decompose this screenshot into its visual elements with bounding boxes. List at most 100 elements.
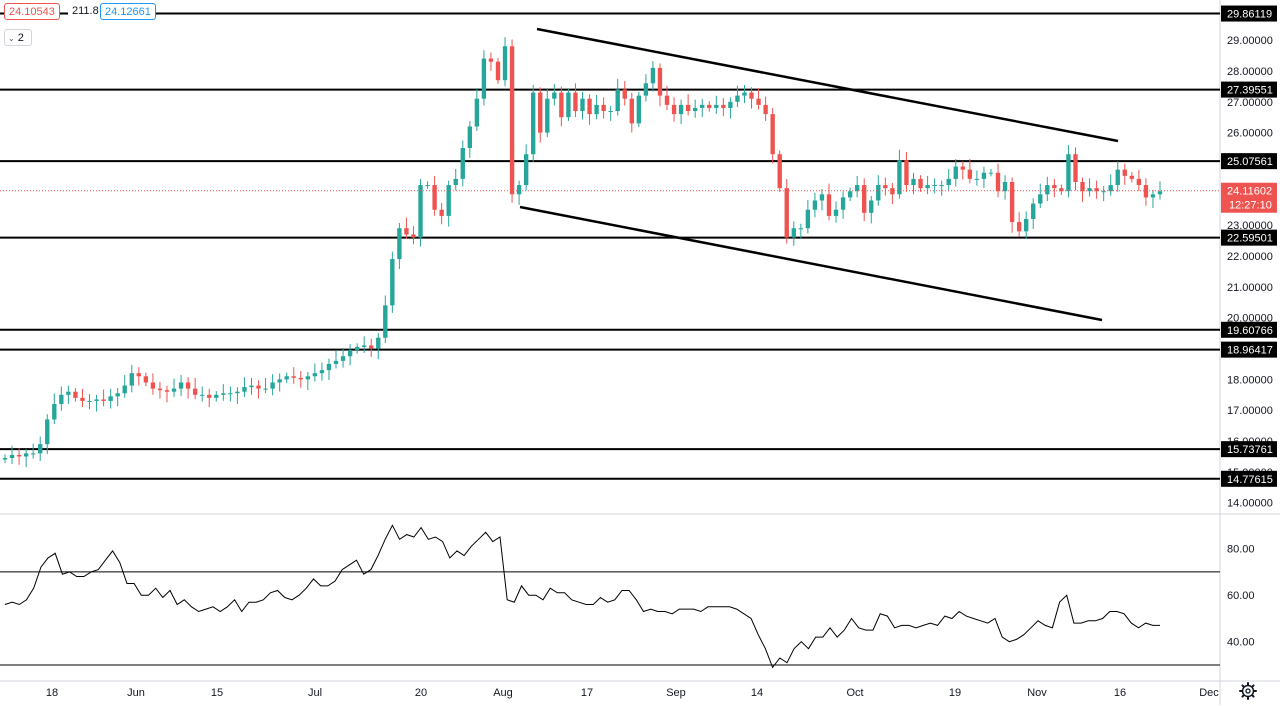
candle-body	[883, 185, 888, 189]
candle-body	[685, 104, 691, 112]
chevron-down-icon: ⌄	[8, 34, 15, 43]
candle-body	[305, 376, 311, 380]
time-tick-label: Sep	[666, 687, 686, 699]
candle-body	[404, 228, 409, 235]
candle-body	[66, 391, 71, 395]
candle-body	[488, 58, 494, 62]
candle-body	[136, 373, 141, 377]
candle-body	[622, 89, 627, 99]
time-tick-label: 20	[415, 687, 427, 699]
candle-body	[812, 200, 818, 210]
candle-body	[467, 126, 473, 149]
candle-body	[636, 95, 642, 124]
candle-body	[946, 178, 951, 186]
candle-body	[580, 98, 585, 112]
candle-body	[235, 391, 240, 394]
candle-body	[178, 382, 184, 389]
candle-body	[474, 98, 480, 127]
candle-body	[164, 390, 170, 392]
candle-body	[418, 185, 423, 238]
candle-body	[221, 393, 226, 395]
candle-body	[904, 160, 909, 186]
legend-toggle-button[interactable]: ⌄ 2	[4, 29, 32, 46]
candle-body	[721, 104, 726, 108]
candle-body	[390, 259, 395, 306]
level-label: 29.86119	[1227, 9, 1272, 21]
lower-trendline[interactable]	[519, 205, 1103, 322]
candle-body	[495, 61, 501, 81]
level-label: 18.96417	[1227, 345, 1273, 357]
candle-body	[122, 385, 127, 394]
candle-body	[974, 178, 980, 180]
price-tick-label: 23.00000	[1227, 220, 1273, 232]
current-price-label-bg	[1221, 182, 1277, 213]
candle-body	[608, 111, 613, 113]
candle-body	[502, 46, 508, 81]
candle-body	[531, 92, 536, 155]
time-axis[interactable]: 18 Jun 15 Jul 20 Aug 17 Sep 14 Oct 19 Nov 16 Dec	[46, 687, 1219, 699]
time-tick-label: Nov	[1027, 687, 1047, 699]
candle-body	[87, 400, 92, 402]
candle-body	[2, 458, 8, 460]
candle-body	[432, 185, 437, 210]
candle-body	[594, 104, 599, 115]
candle-body	[643, 83, 649, 96]
upper-trendline[interactable]	[536, 27, 1119, 143]
candle-body	[263, 388, 268, 390]
horizontal-levels[interactable]	[0, 12, 1220, 480]
candle-body	[256, 385, 261, 389]
candle-body	[509, 46, 515, 195]
price-tick-label: 18.00000	[1227, 374, 1273, 386]
candle-body	[1038, 194, 1043, 204]
level-label: 25.07561	[1227, 156, 1273, 168]
candle-body	[925, 185, 930, 189]
candle-body	[1157, 191, 1163, 195]
candle-body	[80, 397, 85, 401]
candle-body	[143, 376, 149, 383]
candle-body	[784, 188, 789, 238]
candle-body	[1115, 169, 1120, 186]
candle-body	[108, 396, 113, 401]
candle-body	[833, 209, 839, 216]
candle-body	[1059, 188, 1064, 192]
candle-body	[460, 148, 465, 179]
candle-body	[742, 92, 747, 96]
candle-body	[1045, 185, 1050, 195]
candle-body	[735, 95, 740, 102]
candle-body	[200, 394, 205, 396]
candle-body	[214, 394, 219, 398]
candle-body	[826, 194, 832, 216]
candle-body	[819, 194, 825, 201]
candle-body	[876, 185, 881, 201]
price-tick-label: 20.00000	[1227, 313, 1273, 325]
settings-gear-icon[interactable]	[1238, 681, 1258, 701]
legend-count: 2	[17, 32, 24, 44]
ask-price-badge[interactable]: 24.12661	[100, 3, 156, 20]
trendlines[interactable]	[519, 27, 1119, 322]
candle-body	[333, 360, 339, 364]
candle-body	[573, 92, 578, 112]
candle-body	[960, 166, 965, 170]
candle-body	[157, 388, 163, 391]
bid-price-badge[interactable]: 24.10543	[4, 3, 60, 20]
price-axis[interactable]: 14.0000015.0000016.0000017.0000018.00000…	[1227, 35, 1273, 510]
candle-body	[791, 228, 796, 238]
candle-body	[1101, 191, 1106, 193]
candle-body	[650, 67, 656, 84]
candle-body	[988, 172, 994, 174]
level-label: 19.60766	[1227, 325, 1273, 337]
level-label-bg	[1221, 470, 1277, 487]
candle-body	[270, 382, 275, 389]
level-label-bg	[1221, 441, 1277, 458]
time-tick-label: 19	[949, 687, 961, 699]
candle-body	[397, 228, 402, 260]
price-tick-label: 21.00000	[1227, 282, 1273, 294]
candle-body	[840, 197, 846, 210]
candle-body	[1009, 181, 1015, 223]
candle-body	[552, 92, 557, 99]
candle-body	[707, 104, 712, 108]
candle-body	[629, 98, 634, 124]
candle-body	[45, 419, 50, 445]
time-tick-label: Aug	[493, 687, 513, 699]
